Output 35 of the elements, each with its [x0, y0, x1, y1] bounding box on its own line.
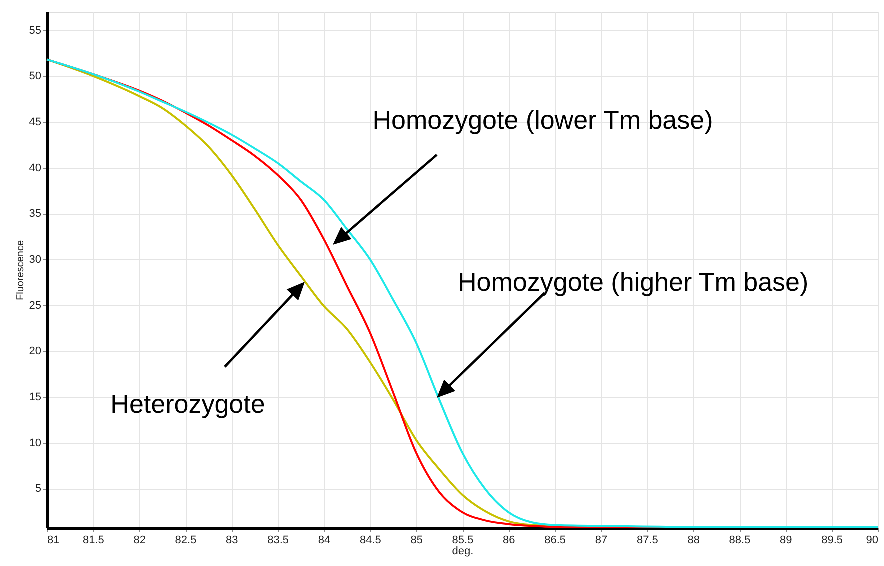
y-tick-label: 20 — [29, 346, 42, 358]
x-tick-label: 89 — [780, 534, 792, 546]
y-tick-label: 35 — [29, 208, 42, 220]
x-tick-label: 87 — [595, 534, 608, 546]
annotation: Homozygote (lower Tm base) — [372, 105, 714, 135]
y-tick-label: 40 — [29, 162, 42, 174]
y-tick-label: 15 — [29, 391, 42, 404]
x-tick-label: 90 — [866, 534, 878, 546]
y-tick-label: 5 — [35, 483, 42, 496]
annotation: Homozygote (higher Tm base) — [458, 267, 809, 297]
x-tick-label: 81.5 — [82, 534, 104, 546]
y-tick-label: 55 — [29, 24, 42, 37]
x-tick-label: 82 — [134, 534, 146, 546]
x-tick-label: 85.5 — [452, 534, 474, 546]
y-tick-label: 50 — [29, 70, 42, 83]
x-tick-label: 86.5 — [544, 534, 566, 546]
x-tick-label: 89.5 — [822, 534, 844, 546]
y-tick-label: 10 — [29, 437, 42, 450]
x-tick-label: 87.5 — [636, 534, 658, 546]
x-tick-label: 83 — [226, 534, 238, 546]
x-tick-label: 84.5 — [360, 534, 382, 546]
x-axis-title: deg. — [452, 546, 474, 558]
y-tick-label: 30 — [29, 254, 42, 266]
x-tick-label: 88.5 — [729, 534, 751, 546]
x-tick-label: 88 — [688, 534, 700, 546]
x-tick-label: 86 — [503, 534, 516, 546]
x-tick-label: 83.5 — [268, 534, 290, 546]
y-axis-title: Fluorescence — [15, 240, 26, 301]
x-tick-label: 85 — [410, 534, 423, 546]
y-tick-label: 45 — [29, 116, 42, 128]
x-tick-label: 84 — [318, 534, 331, 546]
annotation: Heterozygote — [110, 389, 266, 419]
x-tick-label: 82.5 — [175, 534, 197, 546]
y-tick-label: 25 — [29, 300, 42, 312]
x-tick-label: 81 — [48, 534, 60, 546]
